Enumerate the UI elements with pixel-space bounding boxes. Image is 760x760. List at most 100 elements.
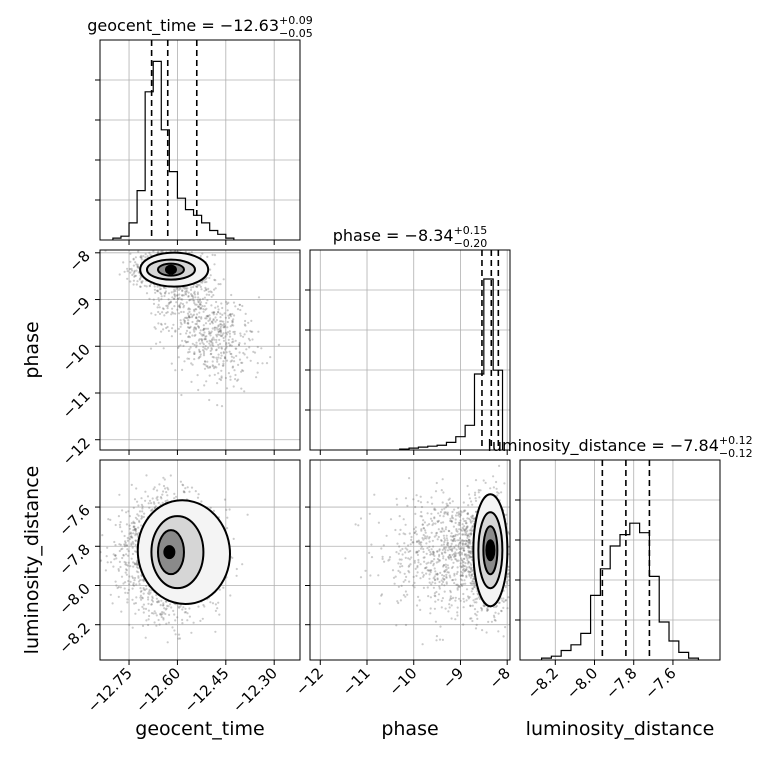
sample-point bbox=[202, 346, 205, 349]
sample-point bbox=[175, 287, 178, 290]
sample-point bbox=[141, 605, 144, 609]
sample-point bbox=[208, 332, 211, 335]
sample-point bbox=[207, 315, 210, 318]
sample-point bbox=[196, 285, 199, 288]
sample-point bbox=[209, 274, 212, 277]
sample-point bbox=[202, 603, 205, 607]
sample-point bbox=[191, 320, 194, 324]
sample-point bbox=[449, 589, 452, 592]
sample-point bbox=[234, 378, 237, 381]
sample-point bbox=[166, 494, 169, 497]
sample-point bbox=[210, 352, 213, 355]
sample-point bbox=[199, 355, 202, 358]
sample-point bbox=[164, 600, 167, 603]
sample-point bbox=[146, 495, 150, 498]
sample-point bbox=[210, 348, 213, 351]
sample-point bbox=[183, 611, 186, 614]
sample-point bbox=[454, 557, 457, 561]
sample-point bbox=[187, 291, 190, 294]
sample-point bbox=[148, 284, 151, 287]
sample-point bbox=[123, 560, 126, 564]
sample-point bbox=[463, 509, 466, 512]
sample-point bbox=[445, 502, 448, 505]
sample-point bbox=[132, 506, 135, 509]
sample-point bbox=[130, 557, 133, 560]
sample-point bbox=[192, 621, 195, 624]
sample-point bbox=[199, 301, 203, 304]
sample-point bbox=[128, 583, 131, 586]
sample-point bbox=[161, 611, 164, 614]
sample-point bbox=[193, 301, 196, 304]
sample-point bbox=[228, 332, 231, 335]
sample-point bbox=[241, 361, 244, 364]
sample-point bbox=[463, 579, 466, 582]
sample-point bbox=[126, 598, 129, 601]
sample-point bbox=[242, 351, 245, 355]
sample-point bbox=[422, 586, 425, 590]
sample-point bbox=[136, 513, 139, 516]
sample-point bbox=[193, 358, 196, 361]
sample-point bbox=[141, 516, 144, 519]
sample-point bbox=[181, 608, 184, 611]
sample-point bbox=[150, 603, 153, 606]
sample-point bbox=[449, 535, 452, 538]
sample-point bbox=[158, 312, 162, 315]
sample-point bbox=[163, 286, 166, 289]
sample-point bbox=[208, 314, 211, 317]
sample-point bbox=[121, 547, 124, 550]
sample-point bbox=[142, 255, 145, 258]
sample-point bbox=[217, 330, 220, 333]
sample-point bbox=[473, 585, 476, 589]
sample-point bbox=[125, 563, 128, 567]
sample-point bbox=[208, 243, 210, 245]
sample-point bbox=[158, 306, 161, 309]
sample-point bbox=[398, 558, 401, 561]
sample-point bbox=[156, 290, 160, 293]
sample-point bbox=[229, 313, 232, 316]
sample-point bbox=[185, 301, 188, 304]
sample-point bbox=[231, 338, 234, 341]
sample-point bbox=[408, 564, 411, 567]
sample-point bbox=[416, 540, 419, 543]
sample-point bbox=[130, 536, 133, 539]
sample-point bbox=[173, 288, 176, 291]
sample-point bbox=[219, 323, 223, 326]
sample-point bbox=[394, 575, 397, 578]
sample-point bbox=[423, 537, 426, 540]
sample-point bbox=[185, 287, 188, 290]
sample-point bbox=[195, 317, 198, 320]
sample-point bbox=[192, 299, 195, 302]
sample-point bbox=[171, 327, 174, 330]
sample-point bbox=[122, 554, 125, 557]
sample-point bbox=[161, 311, 164, 314]
sample-point bbox=[186, 322, 189, 325]
sample-point bbox=[182, 484, 185, 487]
sample-point bbox=[460, 529, 464, 532]
sample-point bbox=[223, 326, 226, 329]
sample-point bbox=[153, 486, 156, 489]
sample-point bbox=[205, 276, 208, 279]
sample-point bbox=[470, 573, 474, 576]
sample-point bbox=[164, 292, 167, 295]
sample-point bbox=[118, 273, 121, 276]
sample-point bbox=[131, 598, 134, 601]
sample-point bbox=[215, 366, 218, 369]
sample-point bbox=[203, 289, 206, 292]
sample-point bbox=[446, 564, 449, 567]
sample-point bbox=[139, 285, 142, 288]
sample-point bbox=[395, 497, 398, 500]
sample-point bbox=[239, 332, 242, 335]
sample-point bbox=[423, 567, 427, 570]
sample-point bbox=[434, 620, 437, 623]
sample-point bbox=[165, 622, 168, 625]
sample-point bbox=[231, 365, 235, 368]
sample-point bbox=[134, 256, 137, 259]
sample-point bbox=[198, 350, 201, 353]
sample-point bbox=[220, 376, 223, 379]
sample-point bbox=[172, 323, 175, 326]
sample-point bbox=[251, 338, 254, 341]
sample-point bbox=[225, 341, 228, 345]
sample-point bbox=[192, 295, 195, 298]
sample-point bbox=[162, 484, 166, 488]
sample-point bbox=[208, 398, 211, 402]
